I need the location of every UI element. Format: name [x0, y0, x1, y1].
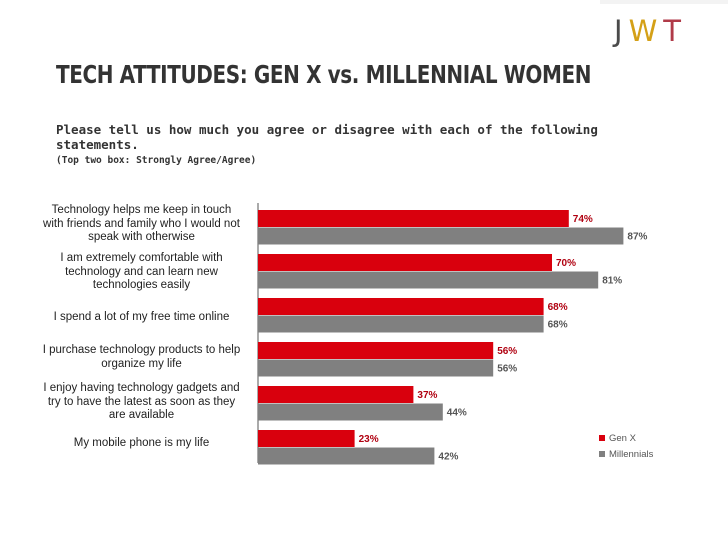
data-label-genx-6: 23% — [359, 434, 379, 445]
jwt-logo: JWT — [614, 14, 687, 48]
category-label-6: My mobile phone is my life — [73, 437, 210, 449]
bar-genx-1 — [258, 210, 569, 227]
legend-item-millennials: Millennials — [599, 446, 653, 462]
data-label-genx-4: 56% — [497, 346, 517, 357]
category-label-2: I am extremely comfortable with technolo… — [60, 252, 223, 291]
bar-millennials-2 — [258, 271, 599, 289]
data-label-genx-5: 37% — [417, 390, 437, 401]
category-label-3: I spend a lot of my free time online — [53, 311, 230, 323]
logo-letter-j: J — [614, 14, 629, 48]
chart-legend: Gen X Millennials — [599, 430, 653, 462]
category-label-5: I enjoy having technology gadgets and tr… — [43, 382, 240, 421]
bar-genx-4 — [258, 342, 494, 359]
bar-genx-3 — [258, 298, 544, 315]
page-title: TECH ATTITUDES: GEN X vs. MILLENNIAL WOM… — [56, 60, 592, 89]
data-label-millennials-5: 44% — [447, 408, 467, 419]
survey-note: (Top two box: Strongly Agree/Agree) — [56, 155, 257, 166]
category-label-1: Technology helps me keep in touch with f… — [43, 204, 240, 243]
data-label-millennials-1: 87% — [627, 232, 647, 243]
legend-label-millennials: Millennials — [609, 448, 654, 460]
logo-letter-w: W — [628, 14, 664, 48]
top-accent-bar — [600, 0, 728, 4]
data-label-genx-2: 70% — [556, 258, 576, 269]
data-label-genx-1: 74% — [573, 214, 593, 225]
legend-label-genx: Gen X — [609, 432, 636, 444]
legend-swatch-genx — [599, 435, 605, 441]
survey-question: Please tell us how much you agree or dis… — [56, 122, 598, 152]
bar-millennials-3 — [258, 315, 544, 333]
category-label-4: I purchase technology products to help o… — [42, 344, 241, 370]
bar-millennials-1 — [258, 227, 624, 245]
bar-genx-2 — [258, 254, 552, 271]
data-label-millennials-4: 56% — [497, 364, 517, 375]
data-label-millennials-6: 42% — [438, 452, 458, 463]
data-label-millennials-2: 81% — [602, 276, 622, 287]
legend-swatch-millennials — [599, 451, 605, 457]
legend-item-genx: Gen X — [599, 430, 653, 446]
data-label-genx-3: 68% — [548, 302, 568, 313]
logo-letter-t: T — [663, 14, 687, 48]
bar-millennials-5 — [258, 403, 443, 421]
bar-millennials-4 — [258, 359, 494, 377]
bar-genx-5 — [258, 386, 414, 403]
bar-millennials-6 — [258, 447, 435, 465]
data-label-millennials-3: 68% — [548, 320, 568, 331]
bar-genx-6 — [258, 430, 355, 447]
